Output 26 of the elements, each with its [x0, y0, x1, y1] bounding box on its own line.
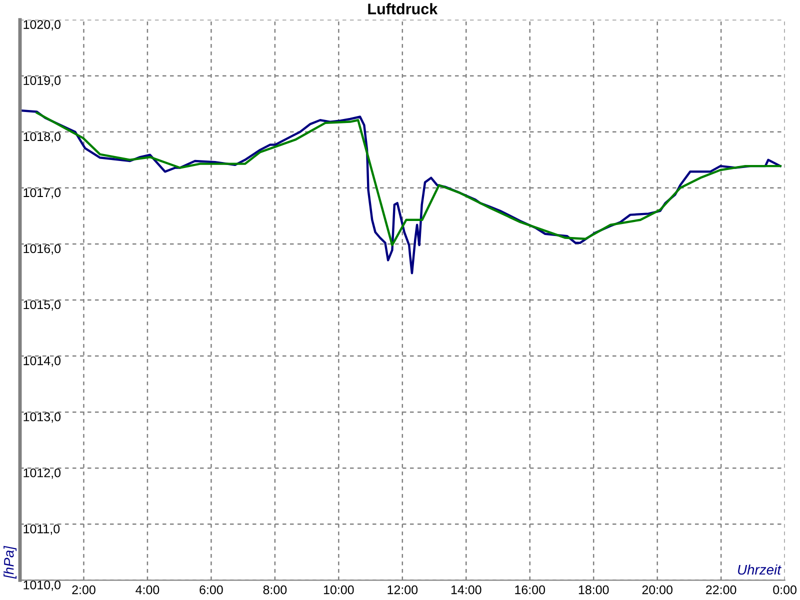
y-tick-label: 1016,0: [24, 244, 61, 255]
y-tick-label: 1019,0: [24, 76, 61, 86]
y-axis-title: [hPa]: [4, 546, 17, 579]
y-tick-label: 1018,0: [24, 132, 61, 143]
y-tick-label: 1011,0: [24, 524, 60, 535]
x-tick-label: 22:00: [706, 585, 736, 594]
x-tick-label: 8:00: [263, 585, 287, 594]
y-tick-label: 1010,0: [24, 580, 61, 591]
y-tick-label: 1014,0: [24, 356, 61, 367]
x-tick-label: 6:00: [200, 585, 223, 594]
y-tick-label: 1020,0: [24, 20, 61, 30]
y-tick-label: 1013,0: [24, 412, 61, 423]
chart-title: Luftdruck: [368, 3, 438, 14]
x-axis-title: Uhrzeit: [738, 564, 782, 575]
x-tick-label: 20:00: [642, 585, 672, 594]
x-tick-label: 12:00: [388, 585, 418, 594]
x-tick-label: 0:00: [773, 585, 796, 594]
x-tick-label: 16:00: [515, 585, 546, 594]
y-tick-label: 1015,0: [24, 300, 61, 311]
x-tick-label: 2:00: [72, 585, 96, 594]
x-tick-label: 4:00: [136, 585, 160, 594]
x-tick-label: 18:00: [578, 585, 609, 594]
x-tick-label: 10:00: [324, 585, 354, 594]
y-tick-label: 1017,0: [24, 188, 61, 199]
y-tick-label: 1012,0: [24, 468, 61, 479]
x-tick-label: 14:00: [451, 585, 482, 594]
